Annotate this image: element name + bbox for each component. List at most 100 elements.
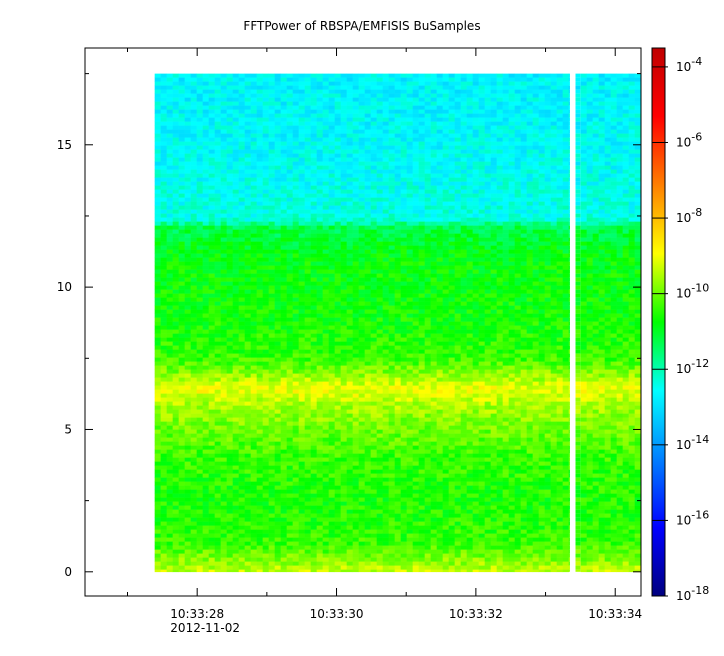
spectrogram-cell [154, 225, 161, 230]
spectrogram-cell [418, 89, 425, 94]
spectrogram-cell [256, 125, 263, 130]
spectrogram-cell [436, 85, 443, 90]
spectrogram-cell [454, 157, 461, 162]
spectrogram-cell [562, 205, 569, 210]
spectrogram-cell [274, 93, 281, 98]
spectrogram-cell [400, 141, 407, 146]
spectrogram-cell [460, 285, 467, 290]
spectrogram-cell [466, 145, 473, 150]
spectrogram-cell [166, 253, 173, 258]
spectrogram-cell [466, 193, 473, 198]
spectrogram-cell [442, 189, 449, 194]
spectrogram-cell [370, 277, 377, 282]
spectrogram-cell [394, 141, 401, 146]
spectrogram-cell [232, 289, 239, 294]
spectrogram-cell [322, 249, 329, 254]
spectrogram-cell [340, 297, 347, 302]
spectrogram-cell [238, 101, 245, 106]
spectrogram-cell [568, 109, 570, 114]
spectrogram-cell [370, 77, 377, 82]
spectrogram-cell [454, 101, 461, 106]
spectrogram-cell [550, 297, 557, 302]
spectrogram-cell [370, 173, 377, 178]
spectrogram-cell [340, 141, 347, 146]
spectrogram-cell [484, 117, 491, 122]
spectrogram-cell [280, 293, 287, 298]
spectrogram-cell [292, 173, 299, 178]
spectrogram-cell [226, 169, 233, 174]
spectrogram-cell [575, 193, 581, 198]
spectrogram-cell [592, 81, 599, 86]
spectrogram-cell [292, 313, 299, 318]
spectrogram-cell [334, 301, 341, 306]
spectrogram-cell [418, 261, 425, 266]
spectrogram-cell [472, 257, 479, 262]
spectrogram-cell [610, 209, 617, 214]
spectrogram-cell [250, 177, 257, 182]
spectrogram-cell [352, 77, 359, 82]
spectrogram-cell [274, 301, 281, 306]
spectrogram-cell [598, 225, 605, 230]
spectrogram-cell [196, 213, 203, 218]
spectrogram-cell [598, 217, 605, 222]
spectrogram-cell [298, 241, 305, 246]
spectrogram-cell [226, 277, 233, 282]
spectrogram-cell [478, 277, 485, 282]
spectrogram-cell [562, 257, 569, 262]
spectrogram-cell [256, 73, 263, 78]
spectrogram-cell [376, 73, 383, 78]
spectrogram-cell [466, 153, 473, 158]
spectrogram-cell [592, 157, 599, 162]
spectrogram-cell [244, 145, 251, 150]
spectrogram-cell [208, 261, 215, 266]
spectrogram-cell [604, 113, 611, 118]
spectrogram-cell [610, 213, 617, 218]
spectrogram-cell [220, 177, 227, 182]
spectrogram-cell [286, 261, 293, 266]
spectrogram-cell [442, 197, 449, 202]
spectrogram-cell [280, 313, 287, 318]
spectrogram-cell [352, 277, 359, 282]
spectrogram-cell [370, 133, 377, 138]
spectrogram-cell [154, 249, 161, 254]
spectrogram-cell [514, 273, 521, 278]
spectrogram-cell [172, 245, 179, 250]
spectrogram-cell [575, 225, 581, 230]
spectrogram-cell [358, 161, 365, 166]
spectrogram-cell [496, 209, 503, 214]
spectrogram-cell [238, 253, 245, 258]
spectrogram-cell [514, 301, 521, 306]
spectrogram-cell [220, 293, 227, 298]
spectrogram-cell [478, 145, 485, 150]
spectrogram-cell [184, 77, 191, 82]
spectrogram-cell [586, 213, 593, 218]
spectrogram-cell [472, 93, 479, 98]
spectrogram-cell [322, 253, 329, 258]
spectrogram-cell [160, 81, 167, 86]
spectrogram-cell [274, 101, 281, 106]
spectrogram-cell [256, 237, 263, 242]
spectrogram-cell [598, 185, 605, 190]
spectrogram-cell [310, 185, 317, 190]
spectrogram-cell [436, 269, 443, 274]
spectrogram-cell [160, 197, 167, 202]
spectrogram-cell [550, 185, 557, 190]
spectrogram-cell [310, 105, 317, 110]
spectrogram-cell [292, 177, 299, 182]
spectrogram-cell [484, 237, 491, 242]
spectrogram-cell [178, 301, 185, 306]
spectrogram-cell [190, 249, 197, 254]
spectrogram-cell [292, 161, 299, 166]
spectrogram-cell [532, 137, 539, 142]
spectrogram-cell [382, 289, 389, 294]
spectrogram-cell [622, 169, 629, 174]
spectrogram-cell [562, 129, 569, 134]
spectrogram-cell [214, 145, 221, 150]
spectrogram-cell [634, 225, 641, 230]
spectrogram-cell [262, 201, 269, 206]
spectrogram-cell [622, 189, 629, 194]
spectrogram-cell [202, 257, 209, 262]
spectrogram-cell [430, 293, 437, 298]
spectrogram-cell [370, 217, 377, 222]
spectrogram-cell [250, 285, 257, 290]
